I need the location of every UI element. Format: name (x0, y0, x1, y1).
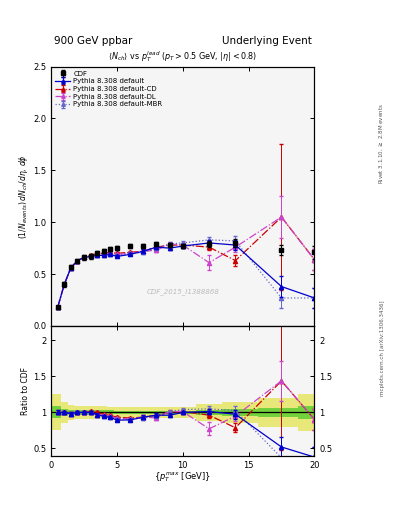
Text: Underlying Event: Underlying Event (222, 36, 312, 46)
Text: 900 GeV ppbar: 900 GeV ppbar (54, 36, 132, 46)
X-axis label: $\{p_T^{max}$ [GeV]$\}$: $\{p_T^{max}$ [GeV]$\}$ (154, 471, 211, 484)
Text: Rivet 3.1.10, $\geq$ 2.8M events: Rivet 3.1.10, $\geq$ 2.8M events (378, 103, 385, 184)
Text: $\langle N_{ch}\rangle$ vs $p_T^{lead}$ ($p_T > 0.5$ GeV, $|\eta| < 0.8$): $\langle N_{ch}\rangle$ vs $p_T^{lead}$ … (108, 49, 257, 64)
Text: CDF_2015_I1388868: CDF_2015_I1388868 (146, 288, 219, 295)
Text: mcplots.cern.ch [arXiv:1306.3436]: mcplots.cern.ch [arXiv:1306.3436] (380, 301, 385, 396)
Y-axis label: $(1/N_{events})\,dN_{ch}/d\eta,\,d\phi$: $(1/N_{events})\,dN_{ch}/d\eta,\,d\phi$ (17, 154, 30, 239)
Y-axis label: Ratio to CDF: Ratio to CDF (21, 367, 30, 415)
Legend: CDF, Pythia 8.308 default, Pythia 8.308 default-CD, Pythia 8.308 default-DL, Pyt: CDF, Pythia 8.308 default, Pythia 8.308 … (54, 69, 163, 109)
